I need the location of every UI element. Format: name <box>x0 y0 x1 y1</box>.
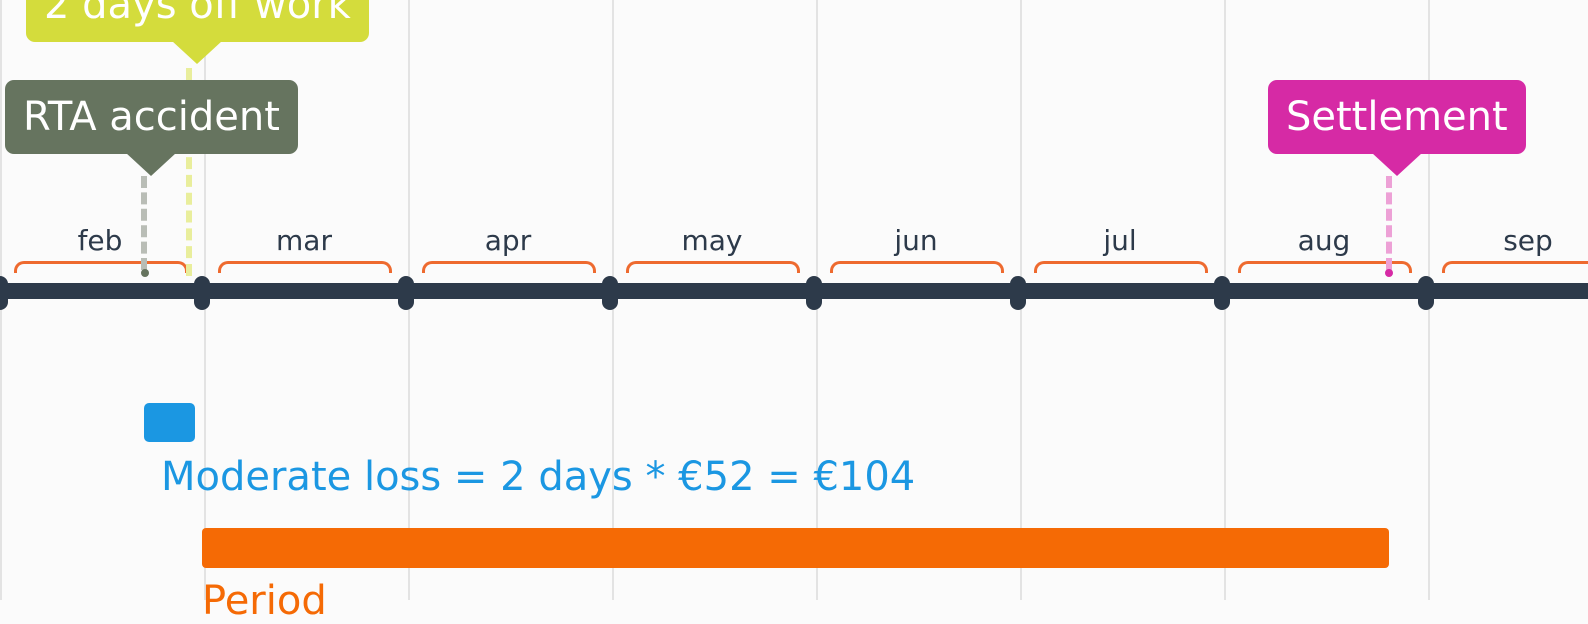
loss-swatch <box>144 403 195 442</box>
axis-tick <box>806 276 822 310</box>
month-brace <box>626 261 800 273</box>
month-label-apr: apr <box>484 224 532 257</box>
axis-tick <box>1010 276 1026 310</box>
axis-tick <box>1418 276 1434 310</box>
event-flag-rta-accident[interactable]: RTA accident <box>5 80 298 176</box>
axis-tick <box>194 276 210 310</box>
axis-tick <box>398 276 414 310</box>
axis-tick <box>1214 276 1230 310</box>
event-flag-days-off[interactable]: 2 days off work <box>26 0 369 64</box>
month-brace <box>830 261 1004 273</box>
month-label-jun: jun <box>894 224 938 257</box>
event-stem-settlement <box>1386 176 1392 270</box>
month-label-feb: feb <box>77 224 123 257</box>
axis-tick <box>602 276 618 310</box>
month-label-mar: mar <box>276 224 332 257</box>
month-brace <box>14 261 188 273</box>
month-label-jul: jul <box>1103 224 1137 257</box>
timeline-axis <box>0 283 1588 299</box>
event-stem-days-off <box>186 68 192 276</box>
event-dot-rta-accident <box>141 269 149 277</box>
month-brace <box>422 261 596 273</box>
month-brace <box>218 261 392 273</box>
month-label-may: may <box>681 224 743 257</box>
month-label-aug: aug <box>1297 224 1351 257</box>
month-brace <box>1238 261 1412 273</box>
event-stem-rta-accident <box>141 176 147 270</box>
month-brace <box>1442 261 1588 273</box>
month-brace <box>1034 261 1208 273</box>
loss-formula: Moderate loss = 2 days * €52 = €104 <box>161 454 916 500</box>
axis-tick <box>0 276 8 310</box>
month-label-sep: sep <box>1503 224 1553 257</box>
period-bar[interactable] <box>202 528 1389 568</box>
event-flag-settlement[interactable]: Settlement <box>1268 80 1526 176</box>
period-bar-caption: Period <box>202 578 327 624</box>
event-dot-settlement <box>1385 269 1393 277</box>
